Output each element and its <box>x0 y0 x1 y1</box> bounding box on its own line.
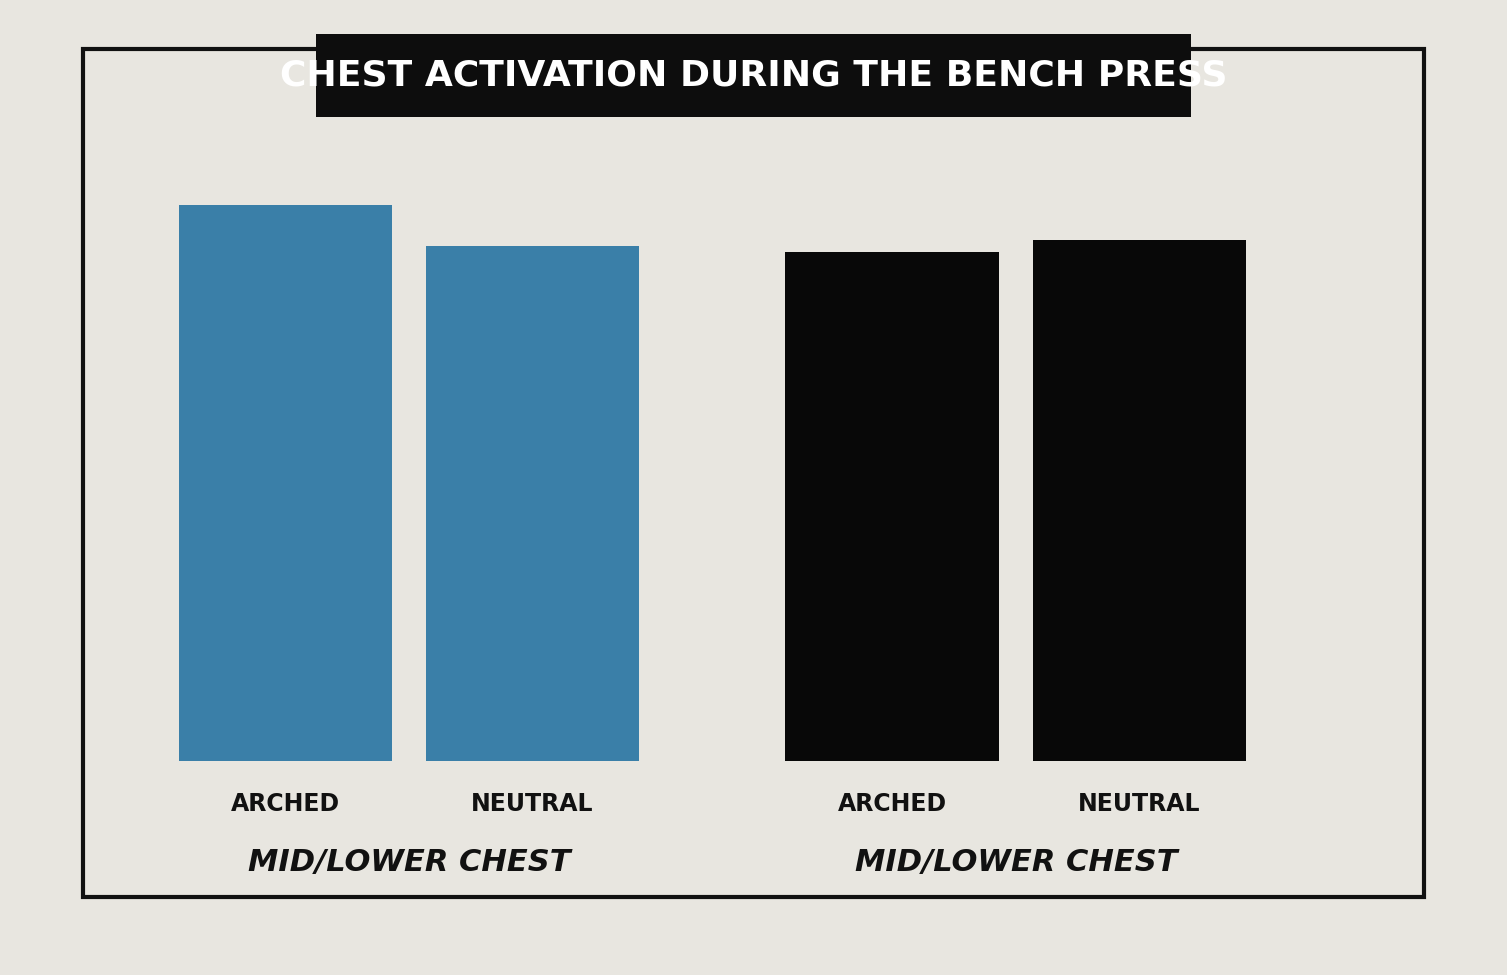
Bar <box>178 205 392 761</box>
Bar <box>1032 240 1246 760</box>
Text: MID/LOWER CHEST: MID/LOWER CHEST <box>247 848 570 878</box>
Bar <box>426 246 639 760</box>
Text: CHEST ACTIVATION DURING THE BENCH PRESS: CHEST ACTIVATION DURING THE BENCH PRESS <box>280 58 1227 93</box>
Text: MID/LOWER CHEST: MID/LOWER CHEST <box>854 848 1177 878</box>
Text: NEUTRAL: NEUTRAL <box>472 793 594 816</box>
Bar <box>785 252 999 760</box>
Text: ARCHED: ARCHED <box>838 793 946 816</box>
Text: NEUTRAL: NEUTRAL <box>1078 793 1201 816</box>
Text: ARCHED: ARCHED <box>231 793 341 816</box>
